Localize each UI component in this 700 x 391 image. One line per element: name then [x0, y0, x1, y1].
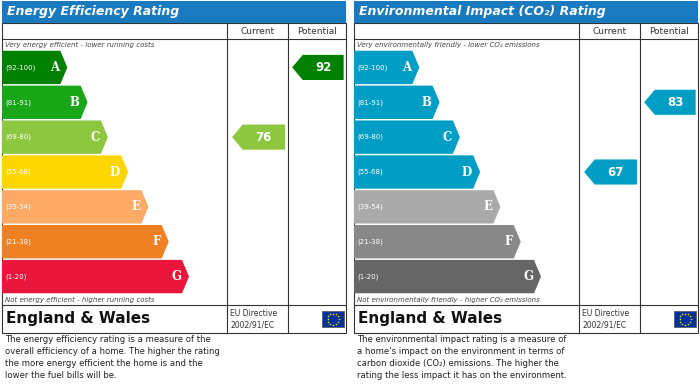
Polygon shape [354, 51, 419, 84]
Polygon shape [2, 260, 189, 293]
Text: A: A [50, 61, 60, 74]
Polygon shape [232, 125, 285, 150]
Text: (69-80): (69-80) [5, 134, 31, 140]
Polygon shape [584, 160, 637, 185]
Text: (1-20): (1-20) [357, 273, 379, 280]
Text: (92-100): (92-100) [357, 64, 387, 71]
Bar [354, 23, 698, 333]
Text: (55-68): (55-68) [357, 169, 383, 175]
Text: A: A [402, 61, 412, 74]
Text: (21-38): (21-38) [357, 239, 383, 245]
Bar [322, 311, 344, 327]
Text: Potential: Potential [649, 27, 689, 36]
Text: Potential: Potential [297, 27, 337, 36]
Text: Not energy efficient - higher running costs: Not energy efficient - higher running co… [5, 296, 155, 303]
Polygon shape [354, 155, 480, 189]
Text: 67: 67 [608, 165, 624, 179]
Text: C: C [90, 131, 100, 143]
Text: (39-54): (39-54) [5, 204, 31, 210]
Text: (21-38): (21-38) [5, 239, 31, 245]
Polygon shape [354, 86, 440, 119]
Bar [2, 1, 346, 23]
Text: (81-91): (81-91) [357, 99, 383, 106]
Text: Energy Efficiency Rating: Energy Efficiency Rating [7, 5, 179, 18]
Polygon shape [2, 225, 169, 258]
Text: England & Wales: England & Wales [358, 312, 502, 326]
Text: 92: 92 [315, 61, 331, 74]
Text: D: D [462, 165, 472, 179]
Text: G: G [171, 270, 181, 283]
Text: B: B [421, 96, 432, 109]
Polygon shape [644, 90, 696, 115]
Text: (55-68): (55-68) [5, 169, 31, 175]
Text: F: F [153, 235, 161, 248]
Text: EU Directive
2002/91/EC: EU Directive 2002/91/EC [230, 309, 277, 329]
Polygon shape [354, 225, 521, 258]
Polygon shape [2, 51, 67, 84]
Polygon shape [354, 190, 500, 224]
Polygon shape [292, 55, 344, 80]
Polygon shape [2, 155, 128, 189]
Text: D: D [110, 165, 120, 179]
Text: (81-91): (81-91) [5, 99, 31, 106]
Polygon shape [2, 86, 87, 119]
Text: (69-80): (69-80) [357, 134, 383, 140]
Polygon shape [354, 120, 460, 154]
Polygon shape [2, 120, 108, 154]
Text: Current: Current [592, 27, 626, 36]
Text: G: G [523, 270, 533, 283]
Text: E: E [132, 200, 141, 213]
Bar [354, 1, 698, 23]
Text: B: B [70, 96, 80, 109]
Bar [2, 23, 346, 333]
Text: The energy efficiency rating is a measure of the
overall efficiency of a home. T: The energy efficiency rating is a measur… [5, 335, 220, 380]
Text: F: F [505, 235, 512, 248]
Bar [674, 311, 696, 327]
Text: (1-20): (1-20) [5, 273, 27, 280]
Text: 83: 83 [667, 96, 683, 109]
Text: Environmental Impact (CO₂) Rating: Environmental Impact (CO₂) Rating [359, 5, 606, 18]
Text: (39-54): (39-54) [357, 204, 383, 210]
Text: Not environmentally friendly - higher CO₂ emissions: Not environmentally friendly - higher CO… [357, 296, 540, 303]
Polygon shape [354, 260, 541, 293]
Text: E: E [484, 200, 493, 213]
Text: Very energy efficient - lower running costs: Very energy efficient - lower running co… [5, 41, 155, 48]
Text: England & Wales: England & Wales [6, 312, 150, 326]
Text: Very environmentally friendly - lower CO₂ emissions: Very environmentally friendly - lower CO… [357, 41, 540, 48]
Text: (92-100): (92-100) [5, 64, 36, 71]
Text: C: C [442, 131, 452, 143]
Text: Current: Current [240, 27, 274, 36]
Polygon shape [2, 190, 148, 224]
Text: 76: 76 [256, 131, 272, 143]
Text: EU Directive
2002/91/EC: EU Directive 2002/91/EC [582, 309, 629, 329]
Text: The environmental impact rating is a measure of
a home's impact on the environme: The environmental impact rating is a mea… [357, 335, 567, 380]
